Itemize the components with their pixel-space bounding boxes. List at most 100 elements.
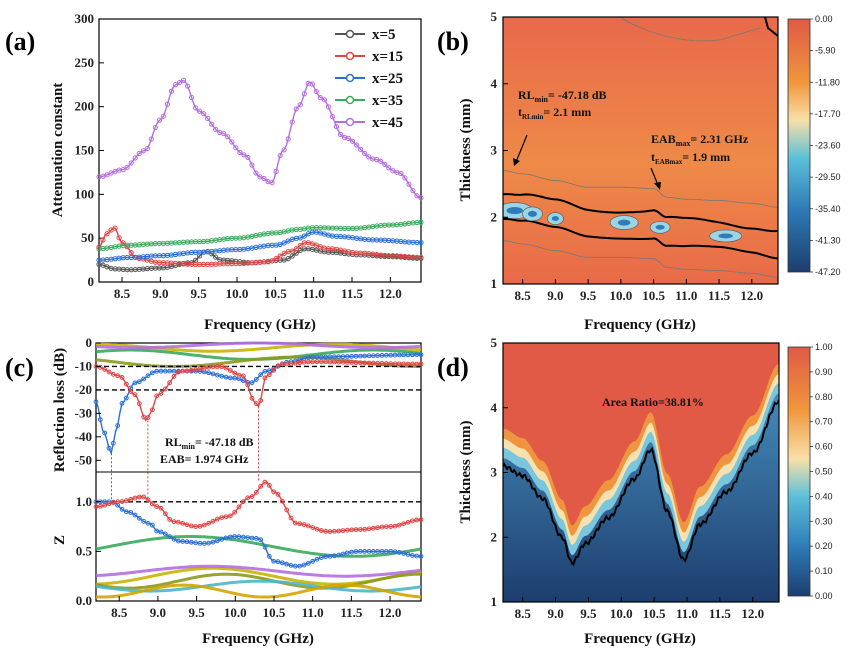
data-point bbox=[275, 559, 281, 565]
data-point bbox=[405, 352, 411, 358]
data-point bbox=[344, 354, 350, 359]
data-point bbox=[318, 354, 324, 360]
data-point bbox=[258, 483, 264, 489]
panel-b-teab-annotation: tEABmax= 1.9 mm bbox=[651, 150, 730, 166]
data-point bbox=[325, 104, 332, 110]
data-point bbox=[292, 520, 298, 526]
colorbar-tick-label: 0.30 bbox=[815, 516, 833, 526]
data-point bbox=[331, 553, 337, 559]
panel-c-y-label-rl: Reflection loss (dB) bbox=[52, 348, 68, 472]
data-point bbox=[136, 515, 142, 521]
data-point bbox=[219, 515, 225, 520]
data-point bbox=[318, 359, 324, 365]
data-point bbox=[210, 371, 216, 377]
data-point bbox=[388, 361, 394, 367]
data-point bbox=[245, 535, 251, 540]
x-tick-label: 12.0 bbox=[379, 605, 402, 620]
data-point bbox=[162, 386, 168, 392]
colorbar-tick-label: 0.60 bbox=[815, 442, 833, 452]
data-point bbox=[313, 88, 319, 95]
data-point bbox=[392, 361, 398, 367]
data-point bbox=[197, 366, 203, 372]
data-point bbox=[227, 368, 233, 373]
y-tick-label: 3 bbox=[491, 465, 498, 480]
data-point bbox=[261, 175, 267, 182]
data-point bbox=[284, 561, 290, 567]
data-point bbox=[297, 360, 303, 366]
data-point bbox=[349, 353, 355, 359]
x-tick-label: 10.0 bbox=[609, 288, 632, 303]
data-point bbox=[149, 501, 155, 507]
data-point bbox=[409, 518, 415, 524]
panel-b-trlmin-annotation: tRLmin= 2.1 mm bbox=[518, 105, 591, 121]
data-point bbox=[375, 548, 381, 554]
data-point bbox=[164, 101, 171, 107]
data-point bbox=[370, 360, 376, 366]
y-tick-label: -20 bbox=[75, 382, 92, 397]
x-tick-label: 11.0 bbox=[676, 606, 698, 621]
data-point bbox=[405, 552, 411, 557]
data-point bbox=[223, 374, 229, 380]
data-point bbox=[344, 550, 350, 556]
data-point bbox=[414, 193, 420, 199]
data-point bbox=[366, 548, 372, 554]
data-point bbox=[184, 83, 191, 89]
data-point bbox=[297, 242, 303, 248]
data-point bbox=[205, 115, 211, 122]
data-point bbox=[333, 124, 340, 130]
panel-a-x-ticks: 8.5 9.0 9.5 10.0 10.5 11.0 11.5 12.0 bbox=[114, 277, 402, 301]
data-point bbox=[284, 361, 290, 367]
data-point bbox=[188, 367, 194, 373]
data-point bbox=[93, 504, 99, 510]
data-point bbox=[97, 417, 103, 423]
legend-marker bbox=[345, 51, 355, 61]
data-point bbox=[162, 531, 168, 537]
panel-a-y-ticks: 0 50 100 150 200 250 300 bbox=[75, 11, 104, 289]
x-tick-label: 10.0 bbox=[226, 286, 249, 301]
data-point bbox=[232, 370, 238, 376]
panel-b-minimum-spots bbox=[503, 202, 742, 243]
data-point bbox=[354, 142, 360, 148]
data-point bbox=[383, 352, 389, 358]
data-point bbox=[288, 361, 294, 367]
panel-d-x-ticks: 8.5 9.0 9.5 10.0 10.5 11.0 11.5 12.0 bbox=[515, 597, 764, 621]
data-point bbox=[357, 360, 363, 366]
x-tick-label: 11.5 bbox=[341, 286, 364, 301]
data-point bbox=[289, 248, 295, 254]
minimum-spot-core bbox=[718, 233, 733, 239]
z-background-curve bbox=[95, 579, 422, 593]
data-point bbox=[273, 256, 279, 262]
data-point bbox=[193, 540, 199, 546]
data-point bbox=[116, 235, 122, 241]
colorbar-tick-label: 0.40 bbox=[815, 491, 833, 501]
data-point bbox=[292, 563, 298, 569]
data-point bbox=[275, 363, 281, 369]
data-point bbox=[214, 364, 220, 369]
data-point bbox=[418, 517, 424, 523]
minimum-spot-core bbox=[506, 206, 523, 215]
data-point bbox=[104, 231, 110, 237]
panel-d-y-ticks: 1 2 3 4 5 bbox=[491, 335, 508, 609]
data-point bbox=[271, 558, 277, 564]
data-point bbox=[271, 367, 277, 373]
panel-d-colorbar bbox=[787, 346, 811, 597]
data-point bbox=[249, 162, 255, 168]
data-point bbox=[318, 555, 324, 560]
minimum-spot-core bbox=[551, 216, 559, 221]
data-point bbox=[140, 148, 146, 154]
data-point bbox=[301, 233, 307, 239]
data-point bbox=[418, 361, 424, 367]
data-point bbox=[336, 552, 342, 558]
x-tick-label: 11.5 bbox=[708, 288, 731, 303]
data-point bbox=[128, 510, 134, 515]
panel-c-y-ticks: 0 -10 -20 -30 -40 -50 0.0 0.5 1.0 bbox=[75, 335, 101, 608]
data-point bbox=[158, 391, 164, 396]
data-point bbox=[97, 503, 103, 509]
data-point bbox=[128, 160, 134, 166]
data-point bbox=[297, 357, 303, 363]
data-point bbox=[388, 352, 394, 358]
data-point bbox=[229, 139, 235, 145]
data-point bbox=[358, 146, 364, 152]
data-point bbox=[262, 375, 268, 381]
